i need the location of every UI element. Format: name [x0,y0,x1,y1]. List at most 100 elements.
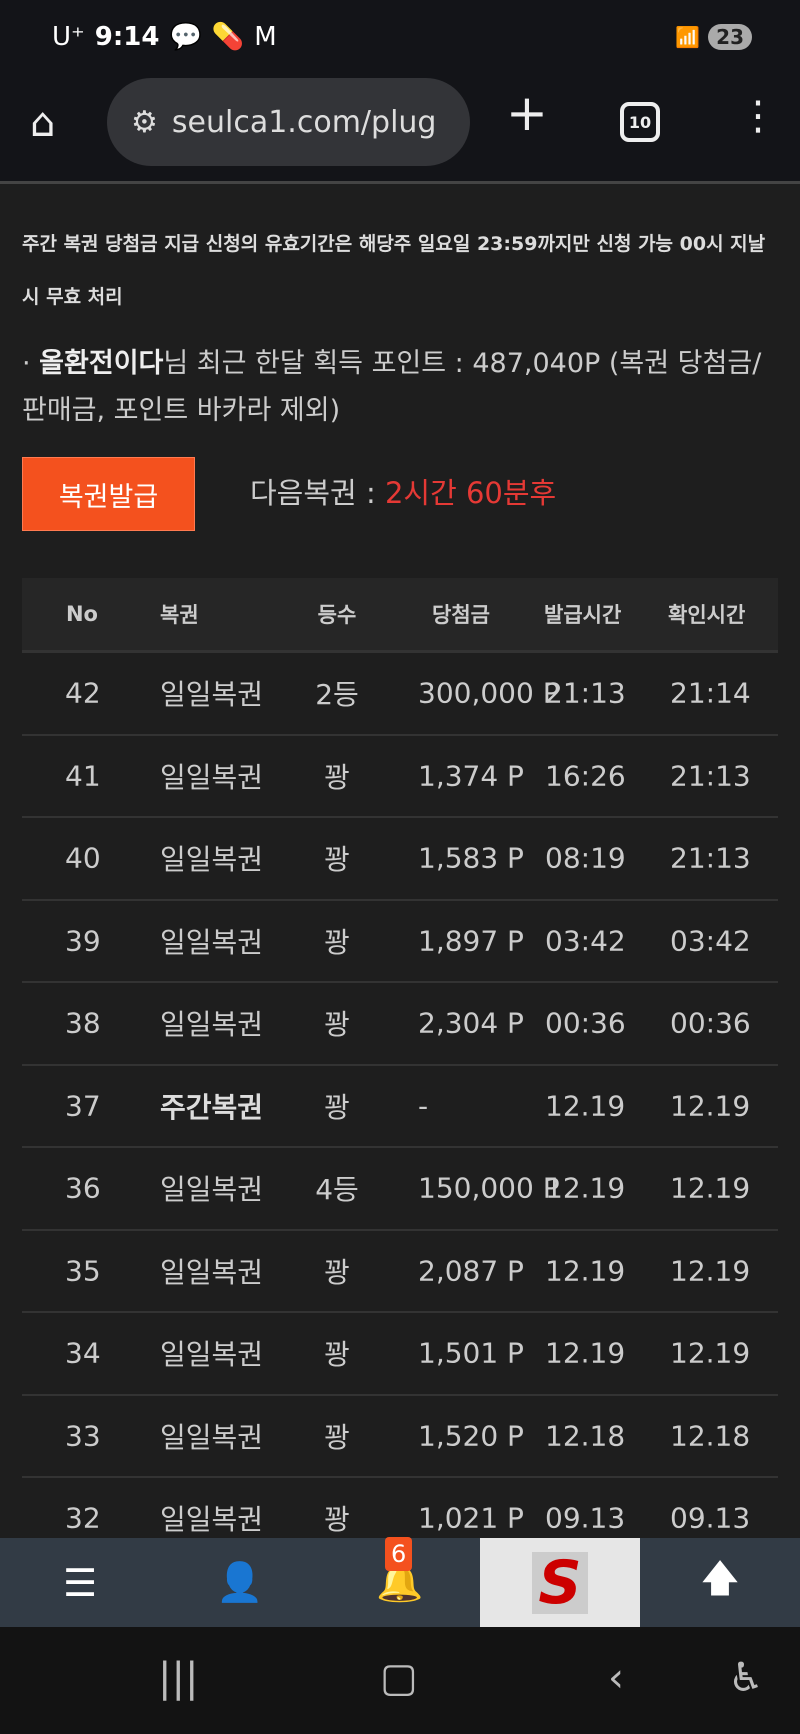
site-logo[interactable]: S [480,1538,640,1627]
row-type: 주간복권 [160,1090,264,1124]
notification-badge: 6 [385,1537,413,1571]
row-prize: - [418,1089,429,1123]
row-prize: 2,087 P [418,1254,524,1288]
row-type: 일일복권 [160,1503,264,1537]
row-rank: 4등 [315,1173,359,1207]
kakaotalk-icon: 💬 [169,22,202,52]
row-no: 40 [65,841,101,875]
row-issued: 09.13 [545,1501,626,1535]
row-rank: 꽝 [324,1008,350,1042]
row-checked: 21:13 [670,841,751,875]
more-menu-icon[interactable]: ⋮ [738,93,778,139]
gmail-icon: M [254,22,277,52]
row-checked: 09.13 [670,1501,751,1535]
username: 올환전이다 [39,348,164,379]
scroll-top-icon[interactable]: 🡅 [700,1556,740,1600]
points-summary: · 올환전이다님 최근 한달 획득 포인트 : 487,040P (복권 당첨금… [22,348,762,426]
user-icon[interactable]: 👤 [216,1560,264,1604]
lottery-table: No 복권 등수 당첨금 발급시간 확인시간 42 일일복권 2등 300,000 P… [22,578,778,1561]
table-row: 42 일일복권 2등 300,000 P 21:13 21:14 [22,653,778,736]
row-no: 33 [65,1419,101,1453]
row-type: 일일복권 [160,925,264,959]
row-no: 38 [65,1006,101,1040]
row-no: 34 [65,1336,101,1370]
row-issued: 08:19 [545,841,626,875]
new-tab-icon[interactable]: + [506,84,548,142]
row-rank: 꽝 [324,1255,350,1289]
row-checked: 12.19 [670,1089,751,1123]
row-prize: 1,520 P [418,1419,524,1453]
row-checked: 21:13 [670,759,751,793]
notification-bell-icon[interactable]: 🔔 6 [320,1537,480,1627]
clock: 9:14 [94,22,160,52]
table-row: 33 일일복권 꽝 1,520 P 12.18 12.18 [22,1396,778,1478]
row-no: 42 [65,676,101,710]
site-settings-icon[interactable]: ⚙ [131,104,158,140]
row-prize: 1,897 P [418,924,524,958]
browser-toolbar: ⌂ ⚙ seulca1.com/plug + 10 ⋮ [0,78,800,184]
table-row: 39 일일복권 꽝 1,897 P 03:42 03:42 [22,901,778,983]
row-prize: 300,000 P [418,676,560,710]
table-row: 32 일일복권 꽝 1,021 P 09.13 09.13 [22,1478,778,1561]
row-no: 39 [65,924,101,958]
row-prize: 1,374 P [418,759,524,793]
notice-text: 주간 복권 당첨금 지급 신청의 유효기간은 해당주 일요일 23:59까지만 … [22,233,766,308]
row-type: 일일복권 [160,1420,264,1454]
row-rank: 꽝 [324,1090,350,1124]
back-icon[interactable]: ‹ [608,1655,624,1701]
table-row: 38 일일복권 꽝 2,304 P 00:36 00:36 [22,983,778,1066]
menu-icon[interactable]: ☰ [62,1560,98,1605]
row-type: 일일복권 [160,678,264,712]
row-issued: 03:42 [545,924,626,958]
row-issued: 12.19 [545,1336,626,1370]
row-rank: 꽝 [324,1503,350,1537]
row-no: 35 [65,1254,101,1288]
row-checked: 12.19 [670,1254,751,1288]
table-row: 40 일일복권 꽝 1,583 P 08:19 21:13 [22,818,778,901]
row-type: 일일복권 [160,1173,264,1207]
row-no: 32 [65,1501,101,1535]
row-checked: 12.19 [670,1171,751,1205]
table-row: 36 일일복권 4등 150,000 P 12.19 12.19 [22,1148,778,1231]
row-checked: 12.18 [670,1419,751,1453]
accessibility-icon[interactable]: ♿ [728,1655,764,1701]
row-issued: 00:36 [545,1006,626,1040]
row-rank: 꽝 [324,1420,350,1454]
row-checked: 03:42 [670,924,751,958]
home-button-icon[interactable]: ▢ [380,1655,418,1701]
table-row: 34 일일복권 꽝 1,501 P 12.19 12.19 [22,1313,778,1396]
issue-lottery-button[interactable]: 복권발급 [22,457,195,531]
row-issued: 12.19 [545,1254,626,1288]
address-bar[interactable]: ⚙ seulca1.com/plug [107,78,470,166]
battery: 23 [708,24,752,50]
row-issued: 16:26 [545,759,626,793]
row-rank: 꽝 [324,760,350,794]
row-type: 일일복권 [160,1255,264,1289]
row-prize: 1,583 P [418,841,524,875]
url-text: seulca1.com/plug [171,104,437,140]
row-checked: 12.19 [670,1336,751,1370]
row-no: 36 [65,1171,101,1205]
row-checked: 21:14 [670,676,751,710]
row-issued: 12.18 [545,1419,626,1453]
home-icon[interactable]: ⌂ [30,100,56,146]
next-lottery-time: 2시간 60분후 [384,476,557,510]
table-header: No 복권 등수 당첨금 발급시간 확인시간 [22,578,778,653]
row-prize: 1,501 P [418,1336,524,1370]
carrier: U⁺ [52,22,85,52]
row-prize: 150,000 P [418,1171,560,1205]
row-rank: 꽝 [324,1338,350,1372]
status-bar: U⁺ 9:14 💬 💊 M 📶 23 [0,0,800,78]
row-type: 일일복권 [160,760,264,794]
row-rank: 2등 [315,678,359,712]
wifi-icon: 📶 [675,25,701,49]
row-type: 일일복권 [160,843,264,877]
row-prize: 2,304 P [418,1006,524,1040]
system-nav: ||| ▢ ‹ ♿ [0,1627,800,1734]
row-no: 41 [65,759,101,793]
pill-icon: 💊 [211,22,245,52]
recent-apps-icon[interactable]: ||| [158,1655,199,1701]
table-row: 37 주간복권 꽝 - 12.19 12.19 [22,1066,778,1148]
row-issued: 12.19 [545,1089,626,1123]
tab-switcher-button[interactable]: 10 [620,102,660,142]
